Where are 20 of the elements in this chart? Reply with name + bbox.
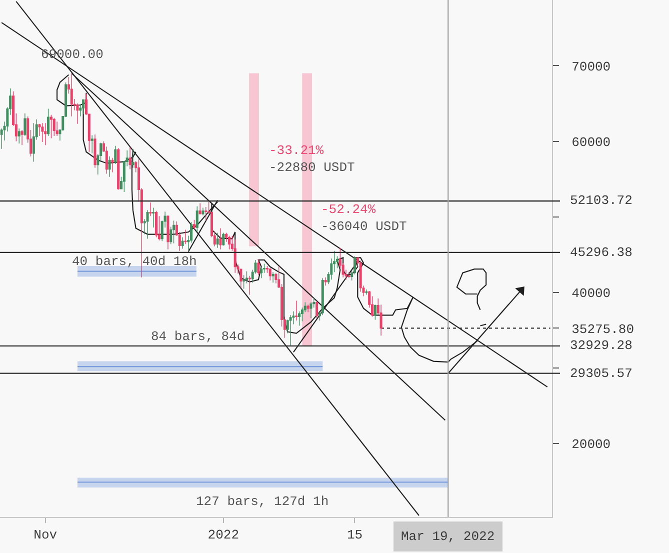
ref-line-label: 52103.72 bbox=[570, 193, 632, 208]
annotation: 127 bars, 127d 1h bbox=[196, 494, 329, 509]
annotation: -36040 USDT bbox=[321, 219, 408, 234]
y-tick-label: 40000 bbox=[572, 286, 611, 302]
ref-line-label: 32929.28 bbox=[570, 338, 632, 353]
x-tick-label: Nov bbox=[34, 528, 58, 543]
y-tick-label: 35275.80 bbox=[572, 322, 634, 337]
x-tick-label: 15 bbox=[346, 528, 363, 543]
annotation: -33.21% bbox=[269, 143, 324, 158]
y-tick-label: 70000 bbox=[572, 59, 611, 74]
y-tick-label: 60000 bbox=[572, 134, 611, 150]
annotation: -52.24% bbox=[321, 202, 376, 217]
annotation: -22880 USDT bbox=[269, 160, 356, 175]
ref-line-label: 29305.57 bbox=[570, 366, 632, 381]
x-tick-label: 2022 bbox=[208, 528, 240, 543]
ref-line-label: 45296.38 bbox=[570, 245, 632, 260]
annotation: 84 bars, 84d bbox=[151, 329, 245, 344]
ref-line-label: Mar 19, 2022 bbox=[401, 529, 495, 544]
annotation: 40 bars, 40d 18h bbox=[72, 254, 197, 269]
y-tick-label: 20000 bbox=[572, 437, 611, 452]
